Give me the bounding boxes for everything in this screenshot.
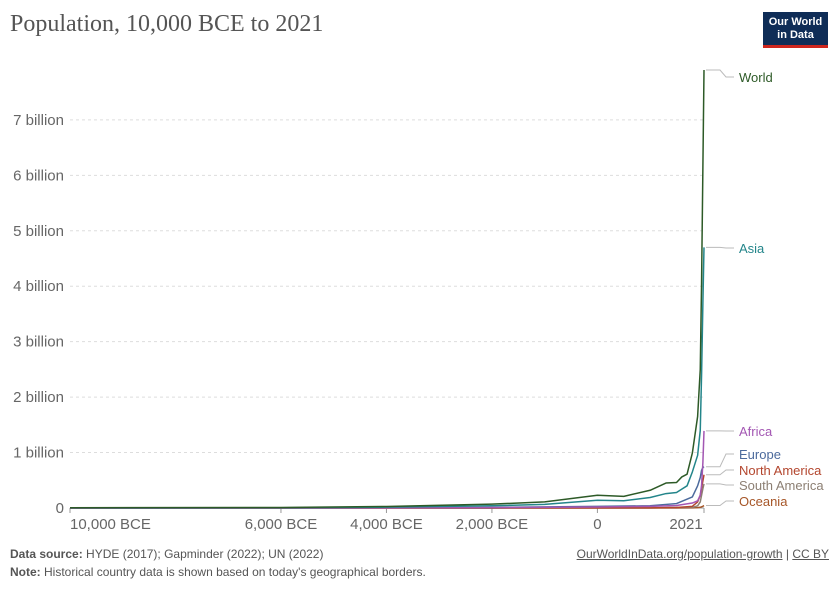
series-line-north-america[interactable] xyxy=(69,474,705,509)
x-tick-6-000-bce: 6,000 BCE xyxy=(245,516,318,533)
y-tick-4-billion: 4 billion xyxy=(13,278,64,295)
series-label-south-america: South America xyxy=(739,478,824,493)
note-line: Note: Historical country data is shown b… xyxy=(10,563,829,581)
chart-footer: Data source: HYDE (2017); Gapminder (202… xyxy=(10,545,829,581)
y-tick-6-billion: 6 billion xyxy=(13,167,64,184)
x-tick-2-000-bce: 2,000 BCE xyxy=(456,516,529,533)
y-tick-5-billion: 5 billion xyxy=(13,223,64,240)
grid-lines xyxy=(70,119,704,509)
y-axis-tick-labels: 0 1 billion 2 billion 3 billion 4 billion 5 b… xyxy=(13,112,64,517)
label-connector-oceania xyxy=(706,500,734,507)
y-tick-0: 0 xyxy=(56,500,64,517)
x-tick-0: 0 xyxy=(593,516,601,533)
series-line-asia[interactable] xyxy=(69,247,705,509)
footer-separator: | xyxy=(785,547,789,561)
label-connector-europe xyxy=(706,453,734,468)
x-tick-2021: 2021 xyxy=(669,516,702,533)
logo-line-1: Our World xyxy=(768,16,823,28)
x-axis-tick-labels: 10,000 BCE 6,000 BCE 4,000 BCE 2,000 BCE 0 20… xyxy=(69,508,705,533)
series-label-africa: Africa xyxy=(739,424,773,439)
series-line-world[interactable] xyxy=(69,69,705,509)
x-tick-10-000-bce: 10,000 BCE xyxy=(70,516,151,533)
series-label-oceania: Oceania xyxy=(739,494,788,509)
y-tick-2-billion: 2 billion xyxy=(13,389,64,406)
population-line-chart: 0 1 billion 2 billion 3 billion 4 billion 5 b… xyxy=(13,69,824,533)
source-link[interactable]: OurWorldInData.org/population-growth xyxy=(576,547,783,561)
series-label-world: World xyxy=(739,70,773,85)
series-label-asia: Asia xyxy=(739,241,765,256)
data-source-label: Data source: xyxy=(10,547,83,561)
series-lines xyxy=(69,69,705,509)
y-tick-7-billion: 7 billion xyxy=(13,112,64,129)
series-label-europe: Europe xyxy=(739,447,781,462)
y-tick-3-billion: 3 billion xyxy=(13,334,64,351)
logo-line-2: in Data xyxy=(777,29,814,41)
note-label: Note: xyxy=(10,565,41,579)
label-connector-north-america xyxy=(706,469,734,476)
chart-title: Population, 10,000 BCE to 2021 xyxy=(10,11,324,37)
footer-links: OurWorldInData.org/population-growth | C… xyxy=(577,545,829,563)
data-source-text: HYDE (2017); Gapminder (2022); UN (2022) xyxy=(86,547,324,561)
series-label-north-america: North America xyxy=(739,463,822,478)
owid-logo[interactable]: Our World in Data xyxy=(763,12,828,48)
label-connector-world xyxy=(706,69,734,78)
label-connector-south-america xyxy=(706,483,734,486)
series-line-europe[interactable] xyxy=(69,466,705,509)
x-tick-4-000-bce: 4,000 BCE xyxy=(350,516,423,533)
label-connector-asia xyxy=(706,246,734,249)
license-link[interactable]: CC BY xyxy=(792,547,829,561)
data-source-line: Data source: HYDE (2017); Gapminder (202… xyxy=(10,545,829,563)
y-tick-1-billion: 1 billion xyxy=(13,445,64,462)
note-text: Historical country data is shown based o… xyxy=(44,565,426,579)
